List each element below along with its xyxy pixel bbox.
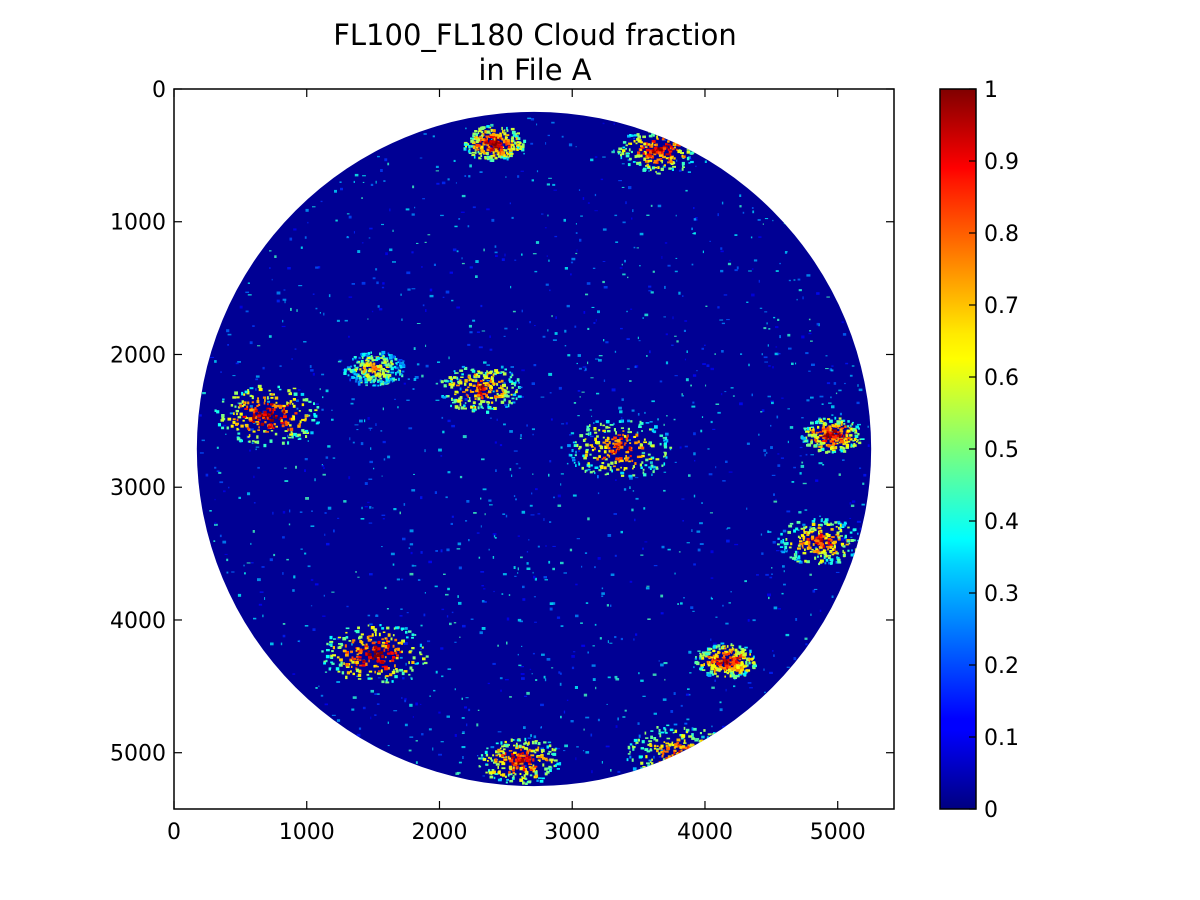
colorbar: 0 0.1 0.2 0.3 0.4 0.5 0.6 0.7 0.8 0.9 1 [939, 78, 1019, 823]
colorbar-tick-label: 1 [984, 78, 998, 103]
x-tick-label: 4000 [677, 820, 733, 845]
y-tick-label: 1000 [110, 211, 166, 236]
x-axis: 0 1000 2000 3000 4000 5000 [167, 89, 866, 845]
y-axis: 0 1000 2000 3000 4000 5000 [110, 78, 894, 767]
cloud-region-southwest-band [321, 624, 429, 684]
colorbar-ticks: 0 0.1 0.2 0.3 0.4 0.5 0.6 0.7 0.8 0.9 1 [969, 78, 1019, 823]
cloud-region-south-east-blob [694, 642, 757, 679]
cloud-region-far-east-lower [777, 518, 862, 566]
plot-frame [173, 88, 895, 810]
colorbar-tick-label: 0.5 [984, 438, 1019, 463]
x-tick-label: 5000 [810, 820, 866, 845]
x-tick-label: 1000 [279, 820, 335, 845]
cloud-region-east-arc [567, 419, 673, 479]
colorbar-tick-label: 0.7 [984, 294, 1019, 319]
cloud-region-central-small [440, 365, 523, 414]
plot-area: 0 1000 2000 3000 4000 5000 0 1000 2000 3000 4000 5… [110, 78, 895, 845]
colorbar-tick-label: 0.4 [984, 510, 1019, 535]
colorbar-tick-label: 0.3 [984, 582, 1019, 607]
x-tick-label: 2000 [411, 820, 467, 845]
colorbar-tick-label: 0.1 [984, 726, 1019, 751]
cloud-region-far-east [800, 416, 865, 454]
chart-title-line-1: FL100_FL180 Cloud fraction [333, 18, 737, 52]
x-tick-label: 0 [167, 820, 181, 845]
cloud-region-south-rim [478, 737, 562, 785]
colorbar-tick-label: 0.6 [984, 366, 1019, 391]
x-tick-label: 3000 [544, 820, 600, 845]
chart-title-line-2: in File A [478, 53, 591, 87]
y-tick-label: 0 [152, 78, 166, 103]
y-tick-label: 3000 [110, 476, 166, 501]
cloud-region-west-mid [214, 384, 320, 448]
earth-disk [196, 111, 872, 787]
colorbar-tick-label: 0.8 [984, 222, 1019, 247]
y-tick-label: 4000 [110, 609, 166, 634]
cloud-region-central-band [342, 350, 406, 387]
colorbar-tick-label: 0.9 [984, 150, 1019, 175]
colorbar-tick-label: 0 [984, 798, 998, 823]
cloud-region-north-top [463, 125, 527, 162]
colorbar-tick-label: 0.2 [984, 654, 1019, 679]
cloud-layer [199, 117, 870, 785]
y-tick-label: 5000 [110, 742, 166, 767]
y-tick-label: 2000 [110, 343, 166, 368]
